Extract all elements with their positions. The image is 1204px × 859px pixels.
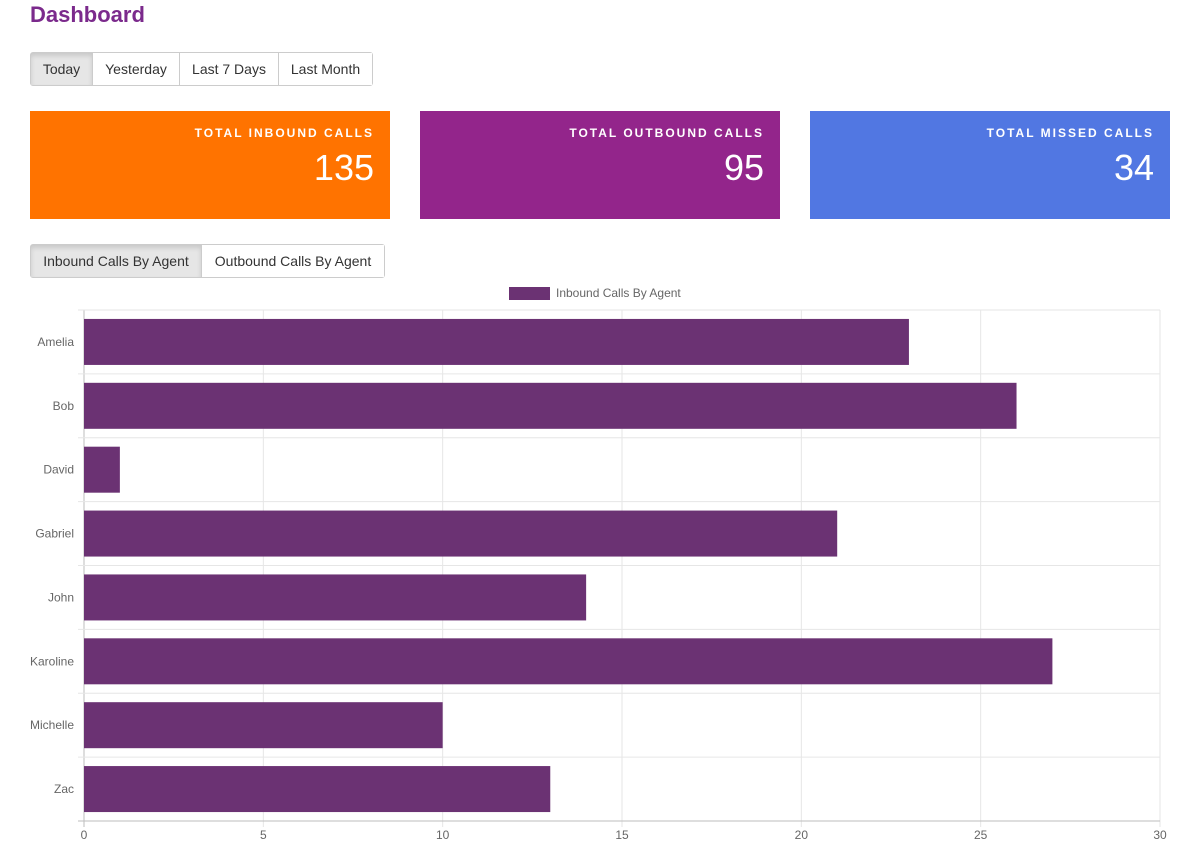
x-tick-label: 20 [795, 828, 809, 842]
today-button[interactable]: Today [31, 53, 93, 85]
yesterday-button[interactable]: Yesterday [93, 53, 180, 85]
page-title: Dashboard [30, 2, 145, 27]
y-tick-label: Zac [54, 782, 74, 796]
last-month-button[interactable]: Last Month [279, 53, 372, 85]
x-tick-label: 30 [1153, 828, 1167, 842]
x-tick-label: 25 [974, 828, 988, 842]
bar-bob [84, 382, 1017, 429]
bar-karoline [84, 638, 1053, 685]
last-7-days-button[interactable]: Last 7 Days [180, 53, 279, 85]
y-tick-label: Karoline [30, 654, 74, 668]
total-missed-calls-label: Total Missed Calls [986, 126, 1154, 140]
total-outbound-calls-label: Total Outbound Calls [569, 126, 764, 140]
x-tick-label: 5 [260, 828, 267, 842]
total-outbound-calls-value: 95 [723, 147, 764, 188]
agent-chart-tab-group: Inbound Calls By Agent Outbound Calls By… [30, 244, 385, 278]
y-tick-label: Gabriel [35, 527, 74, 541]
bar-gabriel [84, 510, 838, 557]
y-tick-label: Amelia [37, 335, 74, 349]
x-tick-label: 10 [436, 828, 450, 842]
total-outbound-calls-card: Total Outbound Calls 95 [420, 111, 780, 219]
bar-michelle [84, 702, 443, 749]
x-tick-label: 0 [81, 828, 88, 842]
date-range-button-group: Today Yesterday Last 7 Days Last Month [30, 52, 373, 86]
total-missed-calls-card: Total Missed Calls 34 [810, 111, 1170, 219]
y-tick-label: Bob [53, 399, 75, 413]
total-missed-calls-value: 34 [1113, 147, 1154, 188]
total-inbound-calls-value: 135 [313, 147, 374, 188]
x-tick-label: 15 [615, 828, 629, 842]
y-tick-label: John [48, 590, 74, 604]
inbound-calls-by-agent-chart: 0 5 10 15 20 25 30 Amelia Bob David Gabriel John Kar… [30, 286, 1167, 842]
bar-david [84, 446, 120, 493]
y-tick-label: Michelle [30, 718, 74, 732]
bar-john [84, 574, 587, 621]
tab-outbound-calls-by-agent[interactable]: Outbound Calls By Agent [202, 245, 384, 277]
total-inbound-calls-label: Total Inbound Calls [194, 126, 374, 140]
legend-label: Inbound Calls By Agent [556, 286, 681, 300]
legend-swatch [509, 287, 550, 300]
total-inbound-calls-card: Total Inbound Calls 135 [30, 111, 390, 219]
bar-amelia [84, 318, 909, 365]
y-tick-label: David [43, 463, 74, 477]
tab-inbound-calls-by-agent[interactable]: Inbound Calls By Agent [31, 245, 202, 277]
bar-zac [84, 766, 551, 813]
